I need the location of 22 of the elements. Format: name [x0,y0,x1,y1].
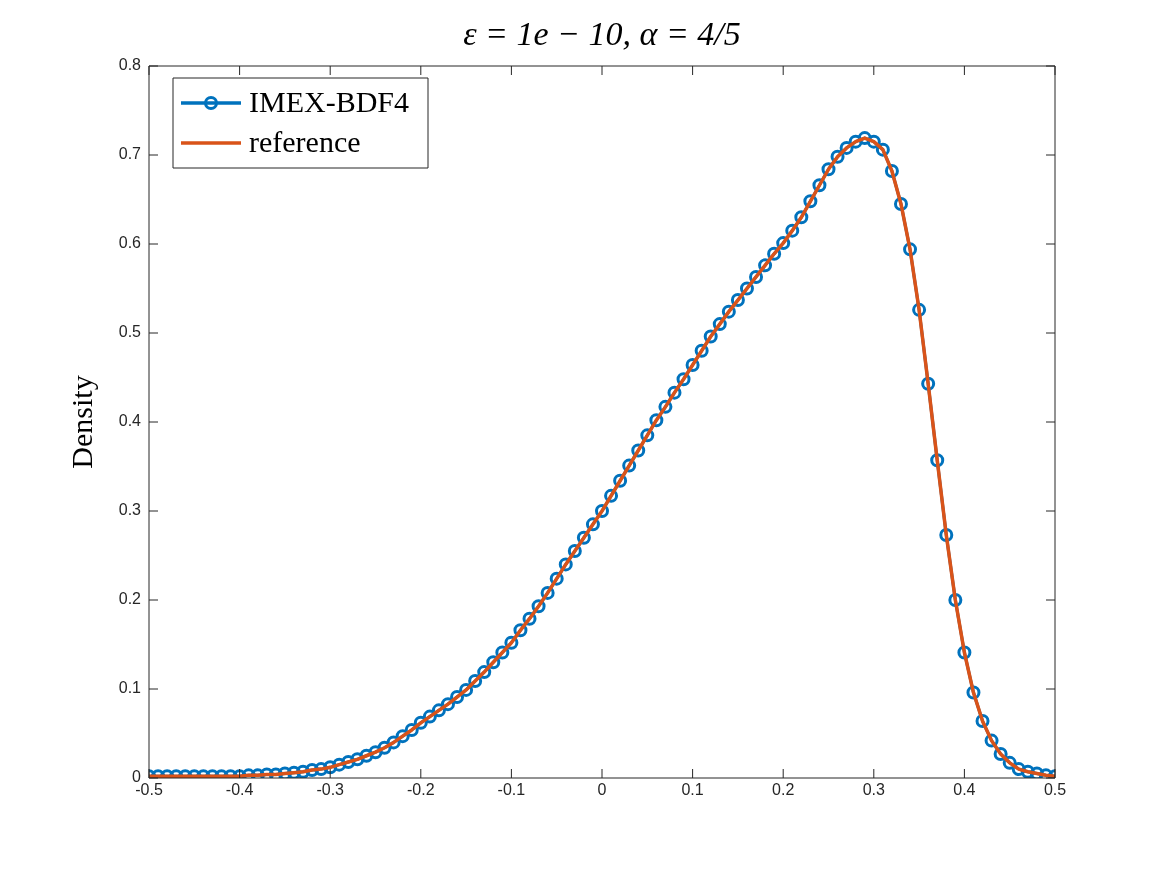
x-tick-label: 0.3 [862,781,886,799]
y-tick-label: 0.1 [118,679,142,697]
x-tick-label: -0.4 [225,781,254,799]
legend-label: IMEX-BDF4 [249,84,410,118]
x-tick-label: -0.3 [316,781,345,799]
x-tick-label: 0.5 [1043,781,1067,799]
x-tick-label: 0.4 [953,781,976,799]
x-tick-label: -0.2 [407,781,435,799]
y-tick-label: 0.2 [118,590,142,608]
y-tick-label: 0.4 [118,412,142,430]
chart-title: ε = 1e − 10, α = 4/5 [463,14,741,52]
y-tick-label: 0.3 [118,501,142,519]
y-tick-label: 0.5 [118,323,142,341]
y-tick-label: 0.6 [118,234,142,252]
y-axis-title: Density [64,375,98,469]
x-tick-label: 0.2 [772,781,795,799]
legend-label: reference [249,124,361,158]
y-tick-label: 0.8 [118,56,142,74]
y-tick-label: 0.7 [118,145,142,163]
x-tick-label: 0 [597,781,607,799]
x-tick-label: 0.1 [681,781,704,799]
x-tick-label: -0.1 [497,781,526,799]
